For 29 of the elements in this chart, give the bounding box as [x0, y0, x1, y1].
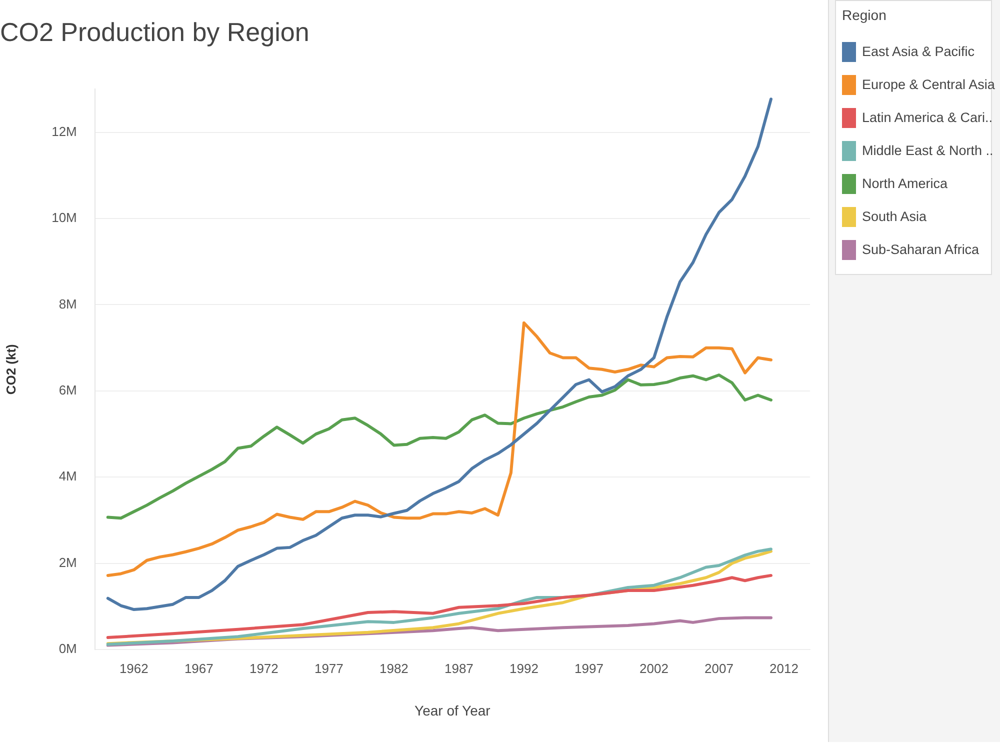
y-tick-label: 2M: [58, 554, 77, 570]
legend-label: Sub-Saharan Africa: [862, 242, 980, 257]
x-tick-label: 2012: [770, 660, 798, 676]
y-tick-label: 8M: [58, 296, 77, 312]
legend-label: South Asia: [862, 209, 927, 224]
x-tick-label: 1987: [444, 660, 474, 676]
x-tick-label: 1977: [314, 660, 344, 676]
y-tick-label: 6M: [58, 382, 77, 398]
legend-title: Region: [842, 7, 888, 23]
y-tick-label: 4M: [58, 468, 77, 484]
legend-label: East Asia & Pacific: [862, 44, 975, 59]
y-tick-label: 12M: [52, 124, 77, 139]
x-tick-label: 1967: [184, 660, 214, 676]
legend-label: Latin America & Cari..: [862, 110, 993, 125]
x-tick-label: 1982: [379, 660, 408, 676]
x-tick-label: 1997: [574, 660, 604, 676]
x-tick-label: 1972: [249, 660, 278, 676]
x-tick-label: 2002: [640, 660, 668, 676]
legend-label: North America: [862, 176, 948, 191]
x-tick-label: 1962: [119, 660, 148, 676]
y-tick-label: 0M: [58, 641, 77, 656]
x-axis-title: Year of Year: [414, 702, 491, 718]
legend-label: Europe & Central Asia: [862, 77, 995, 92]
y-axis-title: CO2 (kt): [3, 344, 18, 395]
x-tick-label: 2007: [704, 660, 734, 676]
legend-label: Middle East & North ..: [862, 143, 994, 158]
y-tick-label: 10M: [52, 210, 77, 226]
x-tick-label: 1992: [509, 660, 538, 676]
chart-title: CO2 Production by Region: [0, 16, 310, 47]
